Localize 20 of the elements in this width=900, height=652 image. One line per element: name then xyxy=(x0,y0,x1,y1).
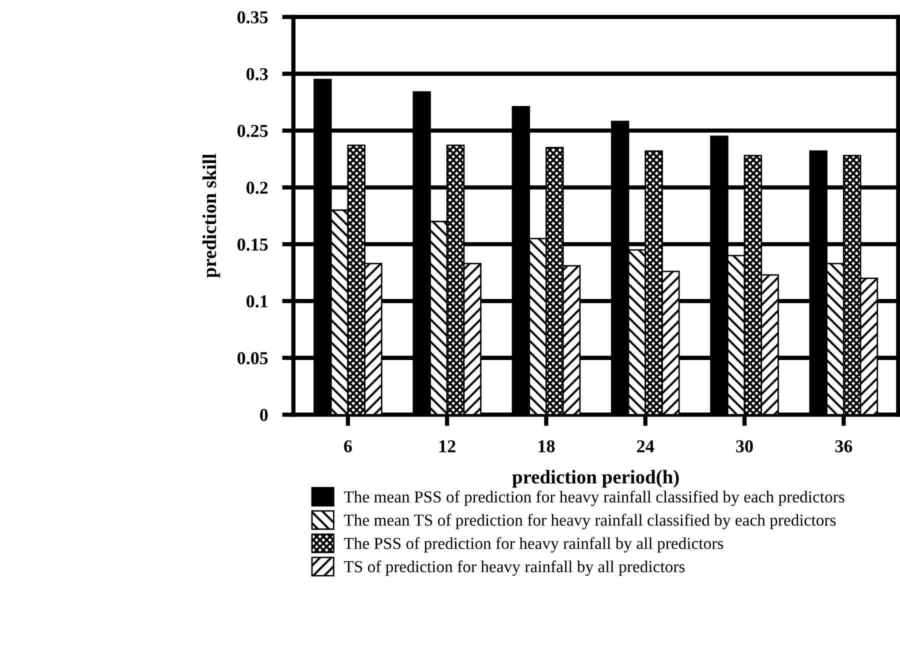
legend-label: The mean PSS of prediction for heavy rainfall classified by each predictors xyxy=(344,490,844,506)
legend-label: The PSS of prediction for heavy rainfall by all predictors xyxy=(344,537,724,552)
y-tick-label: 0.2 xyxy=(246,182,268,194)
x-tick-label: 12 xyxy=(440,440,456,452)
legend-label: The mean TS of prediction for heavy rainfall classified by each predictors xyxy=(344,514,836,530)
x-tick-label: 18 xyxy=(538,440,555,452)
y-tick-label: 0.35 xyxy=(237,11,268,24)
x-tick-label: 30 xyxy=(736,440,753,452)
y-tick-label: 0 xyxy=(260,408,268,422)
x-tick-label: 6 xyxy=(344,440,352,452)
x-axis-title: prediction period(h) xyxy=(512,470,679,488)
y-tick-label: 0.3 xyxy=(246,68,268,80)
x-tick-label: 36 xyxy=(835,440,852,452)
y-tick-label: 0.1 xyxy=(246,295,268,308)
y-tick-label: 0.05 xyxy=(237,352,268,364)
y-tick-label: 0.25 xyxy=(237,124,268,138)
x-tick-label: 24 xyxy=(637,440,654,452)
y-axis-title: prediction skill xyxy=(202,154,220,278)
y-tick-label: 0.15 xyxy=(237,238,268,251)
legend-label: TS of prediction for heavy rainfall by all predictors xyxy=(344,560,685,576)
